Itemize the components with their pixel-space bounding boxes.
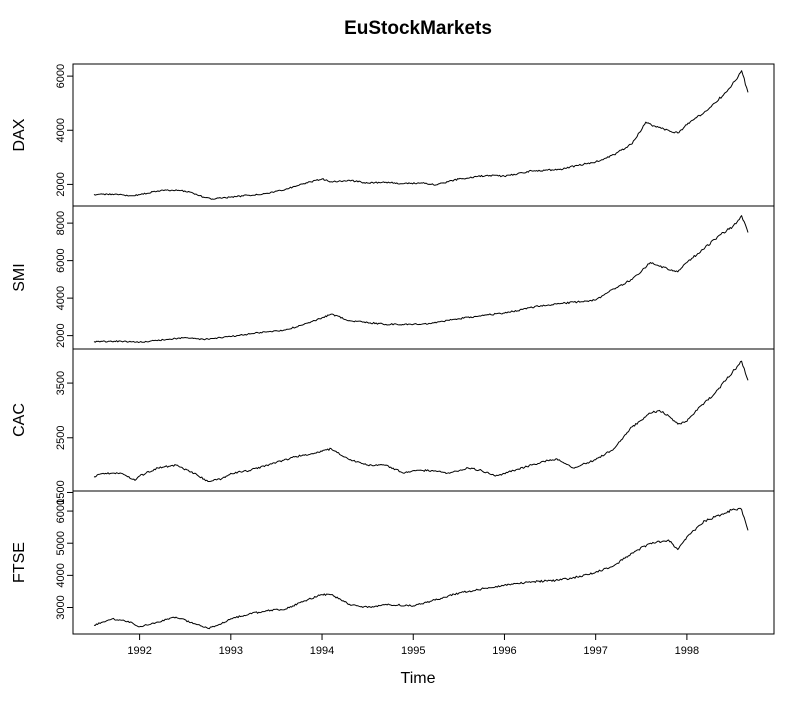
- panel-label-ftse: FTSE: [11, 542, 28, 583]
- series-line-smi: [93, 215, 749, 343]
- y-tick-label-dax-4000: 4000: [55, 118, 67, 142]
- x-tick-label-1997: 1997: [583, 645, 607, 657]
- y-tick-label-dax-2000: 2000: [55, 172, 67, 196]
- y-tick-label-ftse-4000: 4000: [55, 563, 67, 587]
- panel-label-cac: CAC: [11, 403, 28, 437]
- y-tick-label-smi-8000: 8000: [55, 211, 67, 235]
- series-line-ftse: [93, 507, 749, 630]
- y-tick-label-smi-4000: 4000: [55, 286, 67, 310]
- panel-ftse: 3000 4000 5000 6000 FTSE: [11, 490, 775, 635]
- y-tick-label-dax-6000: 6000: [55, 64, 67, 88]
- x-tick-label-1993: 1993: [219, 645, 243, 657]
- panel-label-smi: SMI: [11, 263, 28, 291]
- panel-cac: 1500 2500 3500 CAC: [11, 348, 775, 505]
- panel-frame-dax: [72, 63, 775, 207]
- panel-frame-smi: [72, 205, 775, 350]
- y-tick-label-cac-3500: 3500: [55, 371, 67, 395]
- x-tick-label-1998: 1998: [675, 645, 699, 657]
- x-tick-label-1995: 1995: [401, 645, 425, 657]
- y-tick-label-ftse-6000: 6000: [55, 499, 67, 523]
- y-tick-label-smi-6000: 6000: [55, 248, 67, 272]
- y-tick-label-ftse-5000: 5000: [55, 531, 67, 555]
- x-tick-label-1994: 1994: [310, 645, 334, 657]
- series-line-dax: [93, 70, 749, 200]
- y-tick-label-cac-1500: 1500: [55, 480, 67, 504]
- x-axis: 1992 1993 1994 1995 1996 1997 1998: [127, 634, 699, 657]
- panel-frame-cac: [72, 348, 775, 492]
- series-line-cac: [93, 360, 749, 482]
- x-tick-label-1996: 1996: [492, 645, 516, 657]
- y-tick-label-cac-2500: 2500: [55, 426, 67, 450]
- x-axis-label: Time: [401, 670, 436, 687]
- panel-dax: 2000 4000 6000 DAX: [11, 63, 775, 207]
- chart-title: EuStockMarkets: [344, 18, 492, 39]
- x-tick-label-1992: 1992: [127, 645, 151, 657]
- panel-smi: 2000 4000 6000 8000 SMI: [11, 205, 775, 350]
- panel-frame-ftse: [72, 490, 775, 635]
- panels: 2000 4000 6000 DAX 2000 4000 6000 8000 SMI 1500 25…: [11, 63, 775, 635]
- y-tick-label-ftse-3000: 3000: [55, 595, 67, 619]
- y-tick-label-smi-2000: 2000: [55, 323, 67, 347]
- panel-label-dax: DAX: [11, 118, 28, 151]
